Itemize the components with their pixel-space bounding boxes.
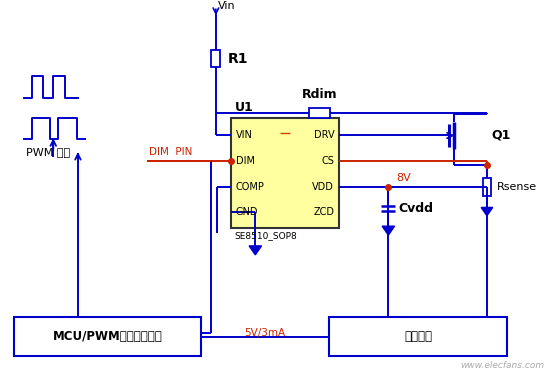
Bar — [483, 178, 491, 196]
Text: COMP: COMP — [235, 182, 264, 192]
Text: Cvdd: Cvdd — [398, 202, 433, 215]
Text: ZCD: ZCD — [313, 207, 334, 217]
Text: Vin: Vin — [218, 1, 235, 11]
Text: PWM 信号: PWM 信号 — [25, 147, 70, 157]
Text: 稳压模块: 稳压模块 — [404, 330, 432, 343]
Bar — [230, 118, 339, 228]
Text: 8V: 8V — [396, 173, 411, 183]
Text: GND: GND — [235, 207, 258, 217]
Bar — [309, 108, 330, 118]
Text: Rdim: Rdim — [301, 88, 337, 101]
Bar — [329, 317, 507, 356]
Text: DIM  PIN: DIM PIN — [149, 147, 192, 157]
Bar — [14, 317, 201, 356]
Text: www.elecfans.com: www.elecfans.com — [460, 361, 544, 370]
Text: U1: U1 — [234, 101, 253, 114]
Text: Q1: Q1 — [492, 129, 511, 142]
Text: 5V/3mA: 5V/3mA — [245, 328, 286, 338]
Polygon shape — [249, 246, 261, 255]
Polygon shape — [280, 132, 290, 140]
Text: DIM: DIM — [235, 156, 255, 166]
Text: R1: R1 — [228, 52, 248, 65]
Polygon shape — [481, 208, 493, 216]
Polygon shape — [382, 226, 394, 235]
Text: MCU/PWM信号产生电路: MCU/PWM信号产生电路 — [53, 330, 162, 343]
Text: SE8510_SOP8: SE8510_SOP8 — [234, 231, 297, 240]
Text: VDD: VDD — [312, 182, 334, 192]
Text: CS: CS — [321, 156, 334, 166]
Text: DRV: DRV — [314, 131, 334, 141]
Text: Rsense: Rsense — [497, 182, 537, 192]
Bar — [212, 50, 220, 67]
Text: VIN: VIN — [235, 131, 253, 141]
